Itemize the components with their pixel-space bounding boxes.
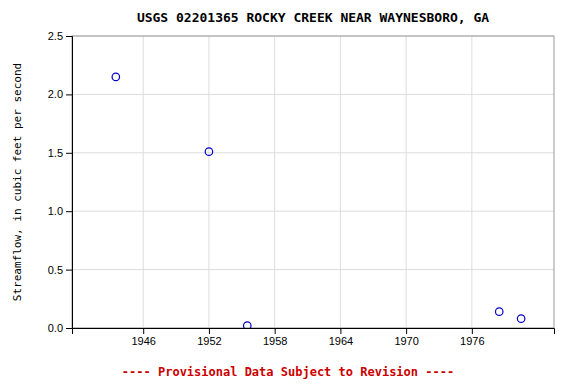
tick-label: 0.5 [48,264,63,276]
point [495,308,502,315]
tick: 0.5 [48,264,72,276]
tick-mark [275,328,276,334]
tick-mark [143,328,144,334]
title: USGS 02201365 ROCKY CREEK NEAR WAYNESBOR… [137,10,489,25]
tick-mark [66,270,72,271]
tick: 1952 [197,328,221,347]
tick-mark [66,36,72,37]
grid-line [274,36,275,328]
grid-line [72,94,554,95]
tick-label: 1.5 [48,147,63,159]
tick-mark [66,153,72,154]
point [205,148,212,155]
tick: 2.5 [48,30,72,42]
plot-frame [72,36,554,328]
tick-label: 2.0 [48,88,63,100]
axis-domain [66,37,73,329]
tick-label: 1976 [460,335,484,347]
y-axis: 0.0 0.5 1.0 1.5 2.0 2.5 [48,30,73,334]
tick: 2.0 [48,88,72,100]
points [112,73,525,328]
grid [72,36,554,328]
tick-label: 1946 [131,335,155,347]
tick-mark [66,211,72,212]
tick: 1958 [263,328,287,347]
grid-line [208,36,209,328]
tick-mark [472,328,473,334]
tick: 1.5 [48,147,72,159]
footnote: ---- Provisional Data Subject to Revisio… [122,365,454,379]
point [112,73,119,80]
point [517,315,524,322]
axis-domain [73,329,555,335]
tick-label: 0.0 [48,322,63,334]
tick: 1946 [131,328,155,347]
plot: 1946 1952 1958 1964 1970 1976 0.0 0.5 1.0 1.5 2.0 2… [48,30,555,347]
tick-label: 1.0 [48,205,63,217]
tick: 1964 [329,328,353,347]
tick-label: 1970 [394,335,418,347]
tick-mark [340,328,341,334]
grid-line [72,152,554,153]
grid-line [72,211,554,212]
tick-label: 1958 [263,335,287,347]
y-axis-title: Streamflow, in cubic feet per second [11,63,24,301]
grid-line [72,269,554,270]
tick-mark [406,328,407,334]
tick-mark [66,94,72,95]
tick-label: 1952 [197,335,221,347]
tick-label: 1964 [329,335,353,347]
tick: 1970 [394,328,418,347]
tick-mark [209,328,210,334]
tick: 1.0 [48,205,72,217]
grid-line [406,36,407,328]
grid-line [340,36,341,328]
grid-line [471,36,472,328]
grid-line [143,36,144,328]
tick: 0.0 [48,322,72,334]
tick: 1976 [460,328,484,347]
tick-label: 2.5 [48,30,63,42]
chart: 1946 1952 1958 1964 1970 1976 0.0 0.5 1.0 1.5 2.0 2… [0,0,576,384]
x-axis: 1946 1952 1958 1964 1970 1976 [73,328,555,347]
point [244,322,251,328]
tick-mark [66,328,72,329]
